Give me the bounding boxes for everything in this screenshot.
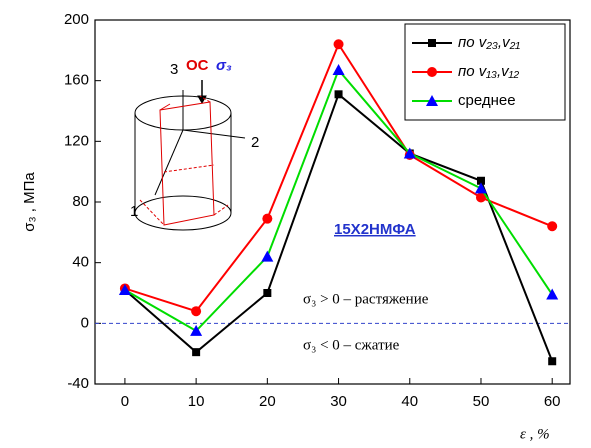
inset-axis-label: 3 xyxy=(170,61,178,78)
y-tick-label: 40 xyxy=(72,254,89,271)
inset-stress-label: σ₃ xyxy=(216,57,232,74)
inset-axis-label: 2 xyxy=(251,134,259,151)
marker xyxy=(263,289,271,297)
legend-label: по v₁₃,v₁₂ xyxy=(458,63,519,80)
inset-load-label: ОС xyxy=(186,57,209,74)
legend-label: среднее xyxy=(458,92,516,109)
y-tick-label: 120 xyxy=(64,132,89,149)
x-axis-label: ε , % xyxy=(520,426,550,442)
annotation-material: 15Х2НМФА xyxy=(334,221,416,238)
marker xyxy=(428,39,436,47)
y-tick-label: 200 xyxy=(64,11,89,28)
y-tick-label: 80 xyxy=(72,193,89,210)
x-tick-label: 30 xyxy=(330,393,347,410)
y-tick-label: 0 xyxy=(81,314,89,331)
marker xyxy=(262,214,272,224)
x-tick-label: 50 xyxy=(473,393,490,410)
x-tick-label: 10 xyxy=(188,393,205,410)
y-axis-label: σ₃ , МПа xyxy=(21,172,38,232)
marker xyxy=(335,90,343,98)
x-tick-label: 0 xyxy=(121,393,129,410)
legend-label: по v₂₃,v₂₁ xyxy=(458,34,520,51)
marker xyxy=(191,306,201,316)
marker xyxy=(334,39,344,49)
marker xyxy=(547,221,557,231)
annotation: σ₃ > 0 – растяжение xyxy=(303,291,429,307)
y-tick-label: -40 xyxy=(67,375,89,392)
marker xyxy=(427,67,437,77)
y-tick-label: 160 xyxy=(64,72,89,89)
marker xyxy=(192,348,200,356)
annotation: σ₃ < 0 – сжатие xyxy=(303,337,400,353)
chart: 3 2 1 ОС σ₃ 15Х2НМФА σ₃ > 0 – растяжение… xyxy=(0,0,591,448)
inset-axis-label: 1 xyxy=(130,203,138,220)
x-tick-label: 20 xyxy=(259,393,276,410)
marker xyxy=(548,357,556,365)
x-tick-label: 40 xyxy=(401,393,418,410)
x-tick-label: 60 xyxy=(544,393,561,410)
